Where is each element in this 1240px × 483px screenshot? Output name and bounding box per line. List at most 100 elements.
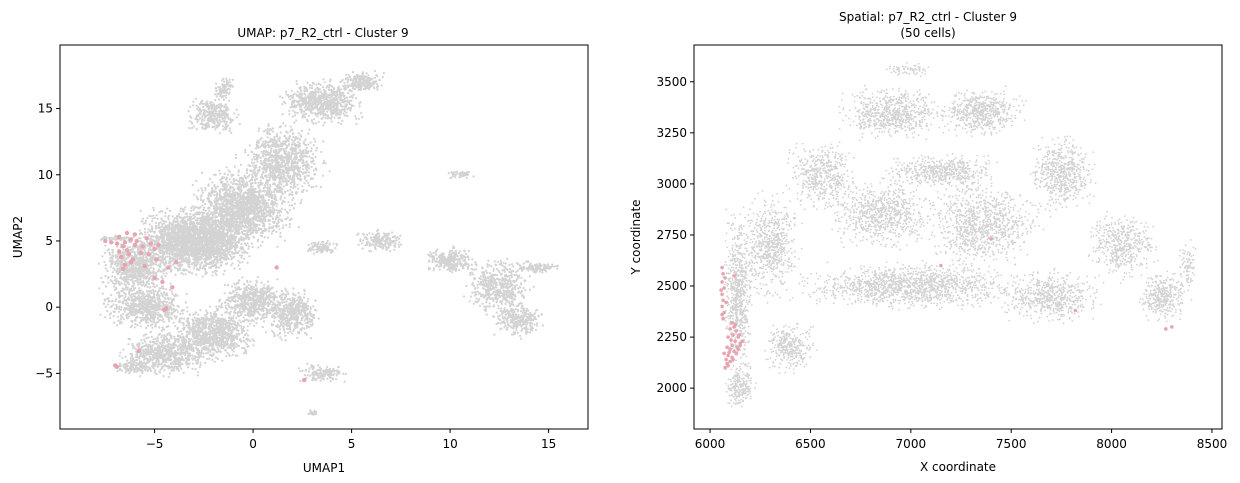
umap-background-point [184, 273, 187, 276]
umap-background-point [165, 227, 168, 231]
umap-background-point [160, 237, 163, 240]
umap-background-point [237, 264, 240, 267]
umap-background-point [259, 234, 263, 237]
umap-background-point [251, 170, 254, 173]
umap-background-point [312, 185, 315, 189]
umap-background-point [220, 227, 224, 230]
umap-background-point [305, 171, 308, 174]
umap-background-point [210, 253, 213, 256]
umap-background-point [183, 233, 186, 236]
umap-background-point [274, 164, 277, 167]
umap-background-point [253, 198, 256, 202]
umap-background-point [247, 247, 250, 250]
umap-background-point [183, 216, 186, 219]
umap-background-point [185, 239, 189, 242]
umap-background-point [197, 189, 200, 192]
umap-background-point [257, 238, 260, 241]
umap-background-point [322, 162, 325, 165]
umap-background-point [173, 243, 177, 246]
umap-background-point [264, 220, 267, 223]
umap-background-point [306, 174, 309, 177]
umap-background-point [229, 214, 232, 217]
umap-background-point [254, 214, 257, 217]
umap-background-point [257, 227, 260, 230]
umap-background-point [240, 242, 243, 246]
umap-background-point [271, 202, 274, 205]
umap-background-point [284, 239, 287, 242]
umap-background-point [284, 140, 287, 143]
umap-background-point [177, 248, 180, 251]
umap-background-point [231, 245, 234, 248]
umap-background-point [256, 203, 259, 206]
umap-background-point [190, 227, 193, 230]
umap-background-point [233, 252, 236, 255]
umap-background-point [173, 240, 177, 243]
umap-background-point [262, 171, 265, 174]
umap-background-point [293, 202, 296, 205]
umap-background-point [307, 181, 310, 184]
umap-background-point [251, 231, 254, 235]
umap-background-point [262, 189, 265, 192]
umap-background-point [284, 143, 287, 146]
umap-background-point [235, 178, 238, 181]
umap-background-point [287, 144, 290, 147]
umap-background-point [199, 258, 202, 261]
umap-background-point [290, 129, 293, 132]
umap-background-point [224, 212, 227, 215]
umap-background-point [164, 215, 167, 218]
umap-background-point [262, 229, 266, 232]
umap-background-point [202, 199, 205, 202]
umap-background-point [187, 226, 190, 229]
umap-background-point [219, 236, 222, 239]
umap-background-point [241, 224, 244, 227]
umap-background-point [168, 209, 171, 213]
umap-background-point [165, 220, 168, 223]
umap-background-point [244, 224, 247, 227]
umap-background-point [206, 246, 209, 249]
umap-background-point [200, 222, 204, 225]
umap-background-point [233, 188, 236, 191]
umap-background-point [279, 131, 282, 134]
umap-background-point [271, 217, 275, 220]
umap-background-point [220, 216, 223, 219]
umap-background-point [167, 248, 170, 252]
umap-background-point [168, 255, 171, 258]
umap-background-point [232, 256, 235, 259]
umap-background-point [178, 242, 181, 245]
umap-background-point [178, 212, 181, 215]
umap-background-point [230, 208, 234, 211]
umap-background-point [194, 240, 197, 243]
umap-background-point [263, 236, 266, 239]
umap-background-point [146, 231, 149, 234]
umap-background-point [203, 237, 206, 240]
umap-background-point [231, 224, 234, 227]
umap-background-point [253, 169, 256, 172]
umap-background-point [242, 181, 245, 184]
umap-background-point [193, 230, 196, 233]
umap-background-point [198, 235, 201, 238]
umap-background-point [196, 252, 199, 255]
umap-background-point [226, 217, 229, 220]
umap-background-point [138, 237, 141, 240]
umap-background-point [245, 221, 248, 224]
umap-background-point [209, 261, 212, 265]
umap-background-point [138, 229, 141, 232]
umap-background-point [224, 257, 227, 260]
umap-background-point [251, 158, 254, 161]
umap-background-point [290, 217, 293, 220]
umap-background-point [237, 215, 240, 218]
umap-background-point [211, 246, 214, 249]
umap-background-point [247, 188, 250, 191]
umap-background-point [190, 249, 193, 253]
umap-background-point [301, 190, 304, 194]
umap-background-point [181, 246, 184, 250]
umap-background-point [193, 262, 196, 265]
umap-background-point [312, 169, 315, 172]
umap-background-point [212, 255, 216, 258]
umap-background-point [258, 186, 261, 189]
umap-background-point [258, 195, 261, 198]
umap-background-point [192, 217, 196, 220]
umap-background-point [199, 263, 202, 266]
umap-background-point [152, 206, 155, 209]
umap-background-point [282, 122, 285, 125]
